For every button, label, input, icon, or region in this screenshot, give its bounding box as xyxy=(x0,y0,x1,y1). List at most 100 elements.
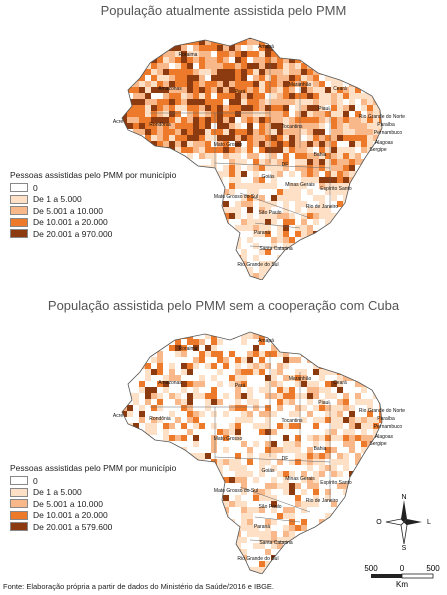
municipality-cell xyxy=(181,543,188,550)
municipality-cell xyxy=(307,471,314,478)
municipality-cell xyxy=(199,39,206,46)
municipality-cell xyxy=(301,243,308,250)
municipality-cell xyxy=(325,57,332,64)
municipality-cell xyxy=(187,537,194,544)
municipality-cell xyxy=(139,351,146,358)
municipality-cell xyxy=(241,141,248,148)
municipality-cell xyxy=(199,141,206,148)
municipality-cell xyxy=(319,81,326,88)
legend-item: De 1 a 5.000 xyxy=(10,194,176,206)
municipality-cell xyxy=(301,45,308,52)
municipality-cell xyxy=(331,459,338,466)
municipality-cell xyxy=(115,537,121,543)
municipality-cell xyxy=(205,81,212,88)
municipality-cell xyxy=(307,243,314,250)
municipality-cell xyxy=(349,417,356,424)
municipality-cell xyxy=(223,225,230,232)
municipality-cell xyxy=(211,93,218,100)
municipality-cell xyxy=(343,129,350,136)
municipality-cell xyxy=(349,531,356,538)
municipality-cell xyxy=(145,351,152,358)
municipality-cell xyxy=(355,507,362,514)
municipality-cell xyxy=(241,429,248,436)
legend-without-cuba: Pessoas assistidas pelo PMM por municípi… xyxy=(10,463,176,533)
municipality-cell xyxy=(223,201,230,208)
municipality-cell xyxy=(265,183,272,190)
municipality-cell xyxy=(187,399,194,406)
municipality-cell xyxy=(355,339,362,346)
municipality-cell xyxy=(349,63,356,70)
municipality-cell xyxy=(289,147,296,154)
municipality-cell xyxy=(325,75,332,82)
municipality-cell xyxy=(193,513,200,520)
municipality-cell xyxy=(217,387,224,394)
municipality-cell xyxy=(259,405,266,412)
municipality-cell xyxy=(205,453,212,460)
municipality-cell xyxy=(301,195,308,202)
municipality-cell xyxy=(337,279,344,280)
municipality-cell xyxy=(187,213,194,220)
municipality-cell xyxy=(355,441,362,448)
municipality-cell xyxy=(325,363,332,370)
municipality-cell xyxy=(205,255,212,262)
municipality-cell xyxy=(229,447,236,454)
state-label: São Paulo xyxy=(258,504,281,510)
municipality-cell xyxy=(343,93,350,100)
municipality-cell xyxy=(331,507,338,514)
municipality-cell xyxy=(151,345,158,352)
municipality-cell xyxy=(157,332,164,334)
municipality-cell xyxy=(127,45,134,52)
municipality-cell xyxy=(241,105,248,112)
municipality-cell xyxy=(133,381,140,388)
municipality-cell xyxy=(157,561,164,568)
municipality-cell xyxy=(157,129,164,136)
municipality-cell xyxy=(247,219,254,226)
municipality-cell xyxy=(187,573,194,574)
municipality-cell xyxy=(199,333,206,340)
municipality-cell xyxy=(229,249,236,256)
municipality-cell xyxy=(217,549,224,556)
municipality-cell xyxy=(193,45,200,52)
municipality-cell xyxy=(229,387,236,394)
municipality-cell xyxy=(367,81,374,88)
municipality-cell xyxy=(349,219,356,226)
municipality-cell xyxy=(253,567,260,574)
municipality-cell xyxy=(151,87,158,94)
municipality-cell xyxy=(349,567,356,574)
municipality-cell xyxy=(361,483,368,490)
municipality-cell xyxy=(349,369,356,376)
municipality-cell xyxy=(349,201,356,208)
municipality-cell xyxy=(271,141,278,148)
municipality-cell xyxy=(301,123,308,130)
municipality-cell xyxy=(385,87,391,93)
municipality-cell xyxy=(193,363,200,370)
municipality-cell xyxy=(331,537,338,544)
municipality-cell xyxy=(325,39,332,46)
municipality-cell xyxy=(122,381,128,388)
municipality-cell xyxy=(241,375,248,382)
municipality-cell xyxy=(133,561,140,568)
municipality-cell xyxy=(181,219,188,226)
municipality-cell xyxy=(199,147,206,154)
municipality-cell xyxy=(157,123,164,130)
municipality-cell xyxy=(229,555,236,562)
municipality-cell xyxy=(229,99,236,106)
municipality-cell xyxy=(181,417,188,424)
municipality-cell xyxy=(211,237,218,244)
municipality-cell xyxy=(181,332,188,334)
municipality-cell xyxy=(199,231,206,238)
municipality-cell xyxy=(163,423,170,430)
municipality-cell xyxy=(205,267,212,274)
municipality-cell xyxy=(361,429,368,436)
municipality-cell xyxy=(289,345,296,352)
municipality-cell xyxy=(133,453,140,460)
municipality-cell xyxy=(259,147,266,154)
municipality-cell xyxy=(229,38,236,40)
municipality-cell xyxy=(319,459,326,466)
municipality-cell xyxy=(343,75,350,82)
municipality-cell xyxy=(379,345,382,352)
municipality-cell xyxy=(289,51,296,58)
municipality-cell xyxy=(229,465,236,472)
municipality-cell xyxy=(223,339,230,346)
municipality-cell xyxy=(373,477,380,484)
